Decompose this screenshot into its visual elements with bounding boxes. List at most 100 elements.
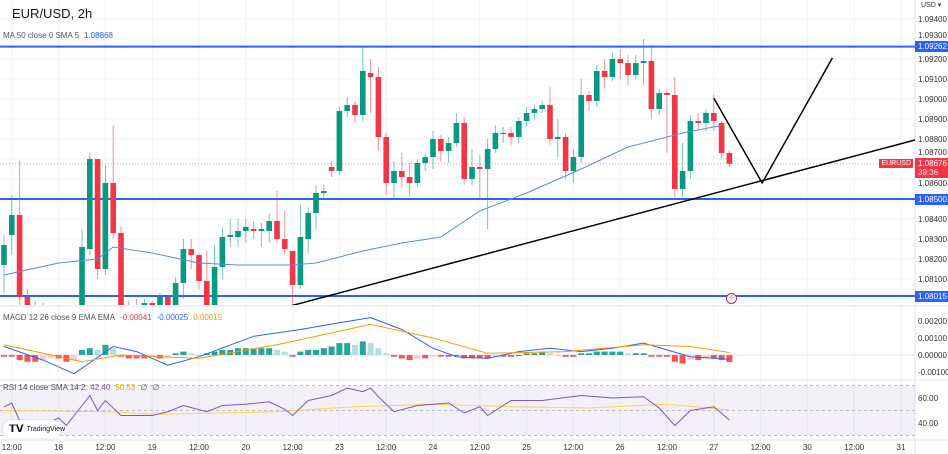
candle — [289, 251, 296, 305]
candle — [406, 163, 413, 197]
candle — [336, 107, 343, 175]
macd-histogram-bar — [601, 351, 608, 355]
ma-legend-value: 1.08868 — [84, 31, 113, 40]
time-axis-label: 12:00 — [656, 443, 678, 452]
candle-body — [321, 191, 327, 193]
candle — [539, 101, 545, 113]
candle — [102, 165, 109, 275]
lightning-event-icon[interactable]: ⚡ — [726, 293, 737, 304]
candle — [360, 47, 366, 121]
macd-histogram-bar — [414, 355, 421, 359]
ma-legend[interactable]: MA 50 close 0 SMA 5 1.08868 — [3, 31, 118, 40]
time-axis-label: 12:00 — [563, 443, 584, 452]
macd-histogram-bar — [289, 355, 296, 357]
macd-histogram-bar — [180, 351, 187, 355]
candle — [625, 55, 631, 85]
candle — [305, 207, 311, 253]
macd-histogram-bar — [687, 355, 694, 361]
macd-histogram-bar — [453, 355, 460, 356]
macd-histogram-bar — [391, 355, 397, 357]
candle — [157, 293, 163, 305]
candle-body — [367, 73, 374, 77]
candle — [352, 101, 358, 123]
candle — [477, 155, 483, 199]
candle-body — [305, 213, 311, 239]
time-axis-label: 31 — [896, 443, 906, 452]
candle-body — [243, 227, 249, 231]
macd-histogram-bar — [258, 348, 265, 355]
candle-body — [266, 221, 272, 231]
countdown: 39:36 — [918, 167, 939, 177]
macd-legend-label: MACD 12 26 close 9 EMA EMA — [3, 313, 116, 322]
macd-histogram-bar — [79, 349, 85, 355]
candle-body — [375, 77, 382, 137]
candle — [640, 39, 647, 85]
candle — [250, 221, 257, 239]
macd-histogram-bar — [188, 353, 195, 355]
macd-histogram-bar — [718, 355, 725, 361]
level-price-tag: 1.08500 — [915, 193, 948, 205]
macd-histogram-bar — [648, 355, 655, 357]
candle — [383, 133, 389, 195]
candle-body — [703, 113, 709, 123]
tradingview-logo[interactable]: 𝗧𝗩 TradingView — [3, 420, 65, 438]
rsi-sma-line — [3, 403, 730, 415]
candle — [711, 95, 717, 131]
rsi-legend-label: RSI 14 close SMA 14 2 — [3, 383, 86, 392]
macd-histogram-bar — [398, 355, 405, 359]
macd-histogram-bar — [359, 341, 366, 355]
price-axis-label: 1.08700 — [918, 147, 947, 157]
candle-body — [219, 237, 226, 267]
chart-title: EUR/USD, 2h — [12, 6, 93, 21]
macd-histogram-bar — [196, 355, 202, 356]
macd-histogram-bar — [430, 355, 436, 357]
candle — [274, 191, 280, 243]
candle-body — [672, 95, 678, 189]
candle-body — [414, 163, 421, 183]
candle-body — [297, 237, 304, 285]
candle-body — [196, 255, 202, 281]
macd-histogram-bar — [492, 355, 499, 357]
macd-histogram-bar — [578, 353, 585, 355]
macd-histogram-bar — [24, 355, 31, 362]
macd-legend[interactable]: MACD 12 26 close 9 EMA EMA -0.00041 -0.000… — [3, 313, 227, 322]
ma-legend-label: MA 50 close 0 SMA 5 — [3, 31, 80, 40]
candle-body — [453, 123, 460, 143]
macd-histogram-bar — [554, 355, 561, 356]
rsi-legend[interactable]: RSI 14 close SMA 14 2 42.40 50.53 ∅ ∅ — [3, 383, 164, 392]
macd-histogram-bar — [710, 355, 717, 359]
currency-selector[interactable]: USD ▾ — [921, 2, 942, 9]
candle-body — [399, 171, 405, 177]
candle-body — [258, 229, 265, 231]
candle-body — [648, 61, 655, 109]
macd-histogram-bar — [562, 355, 569, 357]
macd-histogram-bar — [102, 344, 109, 355]
candle-body — [508, 133, 514, 137]
macd-histogram-bar — [242, 348, 249, 355]
candle — [648, 45, 655, 119]
candles — [1, 39, 733, 311]
macd-histogram-bar — [274, 349, 280, 355]
candle-body — [9, 215, 15, 235]
candle — [9, 195, 15, 255]
macd-histogram-bar — [149, 355, 156, 357]
macd-histogram-bar — [656, 355, 663, 357]
candle — [617, 49, 623, 79]
candle — [149, 301, 155, 305]
candle-body — [445, 143, 452, 151]
candle-body — [71, 309, 77, 311]
candle-body — [352, 105, 358, 115]
macd-histogram-bar — [118, 355, 124, 357]
candle-body — [250, 229, 257, 231]
macd-histogram-bar — [609, 351, 616, 355]
candle-body — [1, 245, 7, 265]
candle — [547, 87, 553, 145]
macd-histogram-bar — [133, 355, 140, 359]
candle — [367, 59, 374, 113]
macd-histogram-bar — [86, 348, 93, 355]
candle — [664, 89, 670, 153]
macd-histogram-bar — [297, 351, 304, 355]
macd-histogram-bar — [32, 355, 39, 362]
candle — [500, 127, 506, 143]
